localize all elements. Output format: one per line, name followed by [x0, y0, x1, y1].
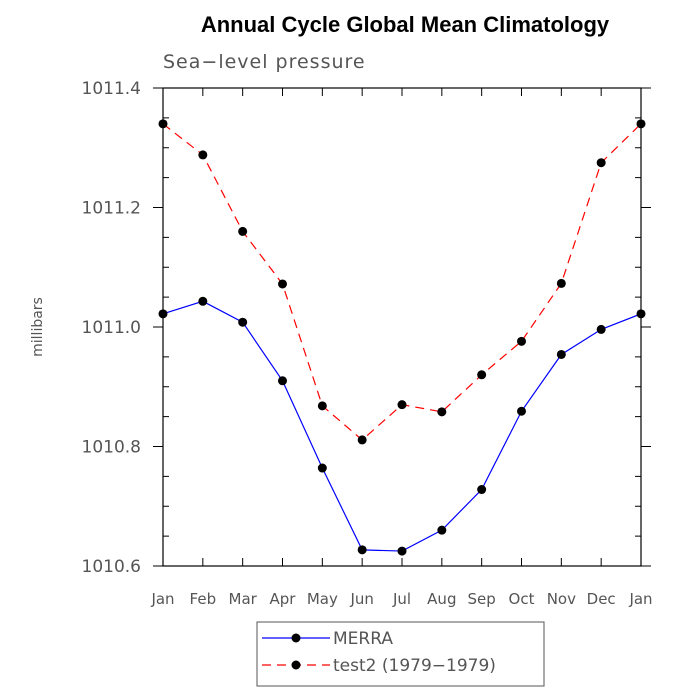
- x-tick-label: Mar: [229, 590, 258, 608]
- data-point: [596, 158, 606, 168]
- data-point: [238, 317, 248, 327]
- data-point: [198, 150, 208, 160]
- x-tick-label: Jun: [349, 590, 373, 608]
- data-point: [517, 406, 526, 416]
- y-axis-label: millibars: [30, 297, 46, 357]
- legend-label: test2 (1979−1979): [333, 656, 496, 676]
- data-point: [596, 324, 606, 334]
- data-point: [556, 278, 566, 288]
- data-point: [477, 370, 487, 380]
- x-tick-label: Jan: [628, 590, 652, 608]
- x-tick-label: May: [307, 590, 338, 608]
- x-tick-labels: Jan Feb Mar Apr May Jun Jul Aug Sep Oct Nov Dec Jan: [150, 590, 652, 608]
- y-tick-label: 1011.2: [82, 199, 141, 219]
- data-point: [198, 296, 208, 306]
- data-point: [278, 279, 287, 289]
- y-tick-label: 1011.4: [82, 79, 141, 99]
- legend-marker: [291, 633, 301, 643]
- x-tick-label: Aug: [427, 590, 456, 608]
- data-point: [517, 336, 526, 346]
- chart-subtitle: Sea−level pressure: [163, 51, 366, 73]
- data-point: [397, 546, 407, 556]
- data-point: [397, 400, 407, 410]
- data-point: [477, 485, 487, 495]
- ticks-layer: [153, 87, 651, 567]
- data-point: [278, 376, 287, 386]
- data-point: [437, 525, 447, 535]
- data-point: [437, 407, 447, 417]
- x-tick-label: Apr: [270, 590, 297, 608]
- data-point: [357, 435, 367, 445]
- x-tick-label: Nov: [547, 590, 576, 608]
- x-tick-label: Jul: [392, 590, 411, 608]
- series-layer: [158, 119, 646, 556]
- series-line-2: [162, 123, 642, 441]
- x-tick-label: Jan: [150, 590, 174, 608]
- data-point: [556, 349, 566, 359]
- data-point: [317, 401, 327, 411]
- x-tick-label: Dec: [587, 590, 616, 608]
- x-tick-label: Oct: [509, 590, 535, 608]
- x-tick-label: Feb: [190, 590, 217, 608]
- y-tick-label: 1011.0: [82, 318, 141, 338]
- legend-frame: [256, 621, 545, 687]
- data-point: [317, 463, 327, 473]
- y-tick-label: 1010.8: [82, 438, 141, 458]
- plot-frame: [162, 87, 642, 567]
- series-line-1: [162, 300, 642, 552]
- y-tick-label: 1010.6: [82, 557, 141, 577]
- legend-label: MERRA: [333, 629, 393, 649]
- chart-title: Annual Cycle Global Mean Climatology: [201, 12, 610, 37]
- data-point: [238, 226, 248, 236]
- x-tick-label: Sep: [468, 590, 496, 608]
- y-tick-labels: 1010.6 1010.8 1011.0 1011.2 1011.4: [82, 79, 141, 577]
- data-point: [357, 545, 367, 555]
- legend-marker: [291, 660, 301, 670]
- legend: MERRA test2 (1979−1979): [256, 621, 545, 687]
